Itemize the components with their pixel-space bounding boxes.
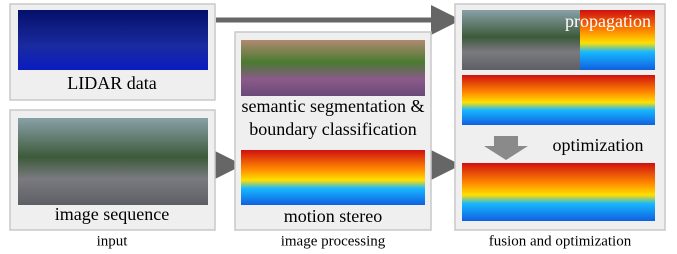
optimization-label: optimization	[553, 135, 644, 155]
stereo-label: motion stereo	[284, 206, 382, 226]
sequence-label: image sequence	[55, 204, 169, 224]
segmentation-label: semantic segmentation &	[242, 96, 425, 116]
optimized-depth	[462, 163, 655, 221]
sequence-image	[18, 118, 208, 205]
diagram: LIDAR data image sequence input semantic…	[0, 0, 677, 254]
stereo-image	[241, 150, 425, 205]
caption: fusion and optimization	[489, 233, 632, 249]
lidar-image	[18, 10, 208, 70]
caption: image processing	[281, 233, 386, 249]
caption: input	[97, 233, 129, 249]
propagation-label: propagation	[565, 11, 651, 31]
segmentation-label: boundary classification	[249, 119, 416, 139]
lidar-label: LIDAR data	[67, 73, 156, 93]
propagated-depth	[462, 75, 655, 125]
segmentation-image	[241, 40, 425, 96]
propagation-image	[462, 10, 580, 70]
